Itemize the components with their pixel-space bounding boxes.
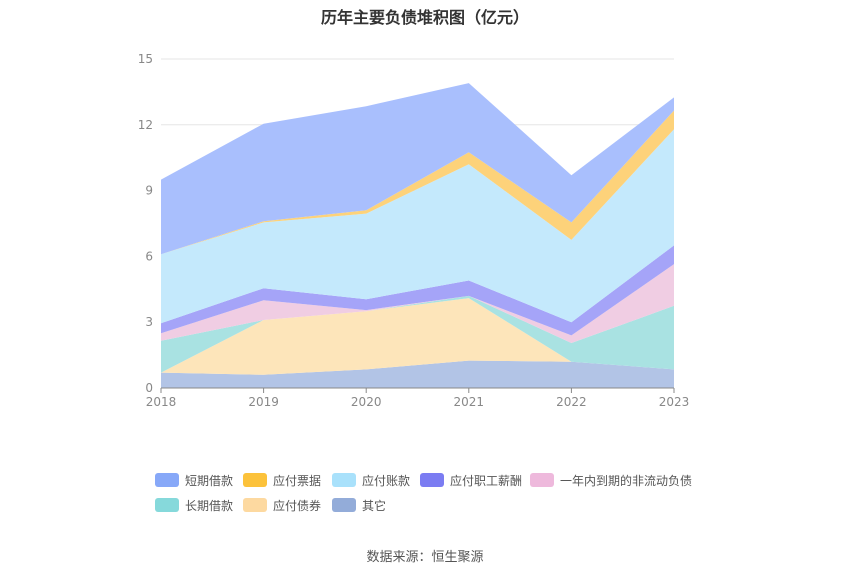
- legend-swatch: [155, 498, 179, 512]
- legend-label: 应付账款: [362, 473, 411, 488]
- y-tick-label: 6: [145, 249, 153, 263]
- area-series-5: [161, 129, 674, 324]
- y-tick-label: 15: [138, 52, 153, 66]
- legend-item[interactable]: 应付票据: [243, 472, 321, 488]
- legend-swatch: [243, 473, 267, 487]
- legend-swatch: [332, 473, 356, 487]
- x-tick-label: 2021: [454, 395, 485, 409]
- x-tick-label: 2018: [146, 395, 177, 409]
- legend-swatch: [243, 498, 267, 512]
- area-series-2: [161, 295, 674, 373]
- area-series-1: [161, 298, 674, 375]
- x-tick-label: 2022: [556, 395, 587, 409]
- area-series: [161, 83, 674, 388]
- y-tick-label: 0: [145, 381, 153, 395]
- legend-item[interactable]: 长期借款: [155, 497, 233, 513]
- x-tick-label: 2023: [659, 395, 690, 409]
- legend-item[interactable]: 短期借款: [155, 472, 233, 488]
- legend-label: 其它: [362, 498, 387, 513]
- legend-item[interactable]: 应付职工薪酬: [420, 472, 522, 488]
- legend-item[interactable]: 应付账款: [332, 472, 410, 488]
- area-series-3: [161, 264, 674, 343]
- x-tick-label: 2020: [351, 395, 382, 409]
- x-tick-label: 2019: [248, 395, 279, 409]
- legend-item[interactable]: 一年内到期的非流动负债: [530, 472, 692, 488]
- y-tick-label: 9: [145, 184, 153, 198]
- legend-label: 短期借款: [185, 473, 234, 488]
- y-tick-label: 3: [145, 315, 153, 329]
- legend-label: 应付债券: [273, 498, 322, 513]
- legend-label: 应付票据: [273, 473, 322, 488]
- chart-title: 历年主要负债堆积图（亿元）: [320, 8, 529, 27]
- legend-label: 长期借款: [185, 498, 234, 513]
- legend-item[interactable]: 其它: [332, 497, 386, 513]
- legend-swatch: [155, 473, 179, 487]
- axes: 0 3 6 9 12 15 2018 2019 2020 2021 2022 2023: [138, 52, 690, 409]
- area-series-4: [161, 245, 674, 336]
- legend-label: 应付职工薪酬: [450, 473, 523, 488]
- legend-label: 一年内到期的非流动负债: [560, 473, 693, 488]
- y-tick-label: 12: [138, 118, 153, 132]
- source-note: 数据来源：恒生聚源: [366, 550, 484, 565]
- area-series-7: [161, 83, 674, 255]
- area-series-0: [161, 360, 674, 388]
- legend-item[interactable]: 应付债券: [243, 497, 321, 513]
- legend-swatch: [332, 498, 356, 512]
- area-series-6: [161, 110, 674, 255]
- legend-swatch: [420, 473, 444, 487]
- legend-swatch: [530, 473, 554, 487]
